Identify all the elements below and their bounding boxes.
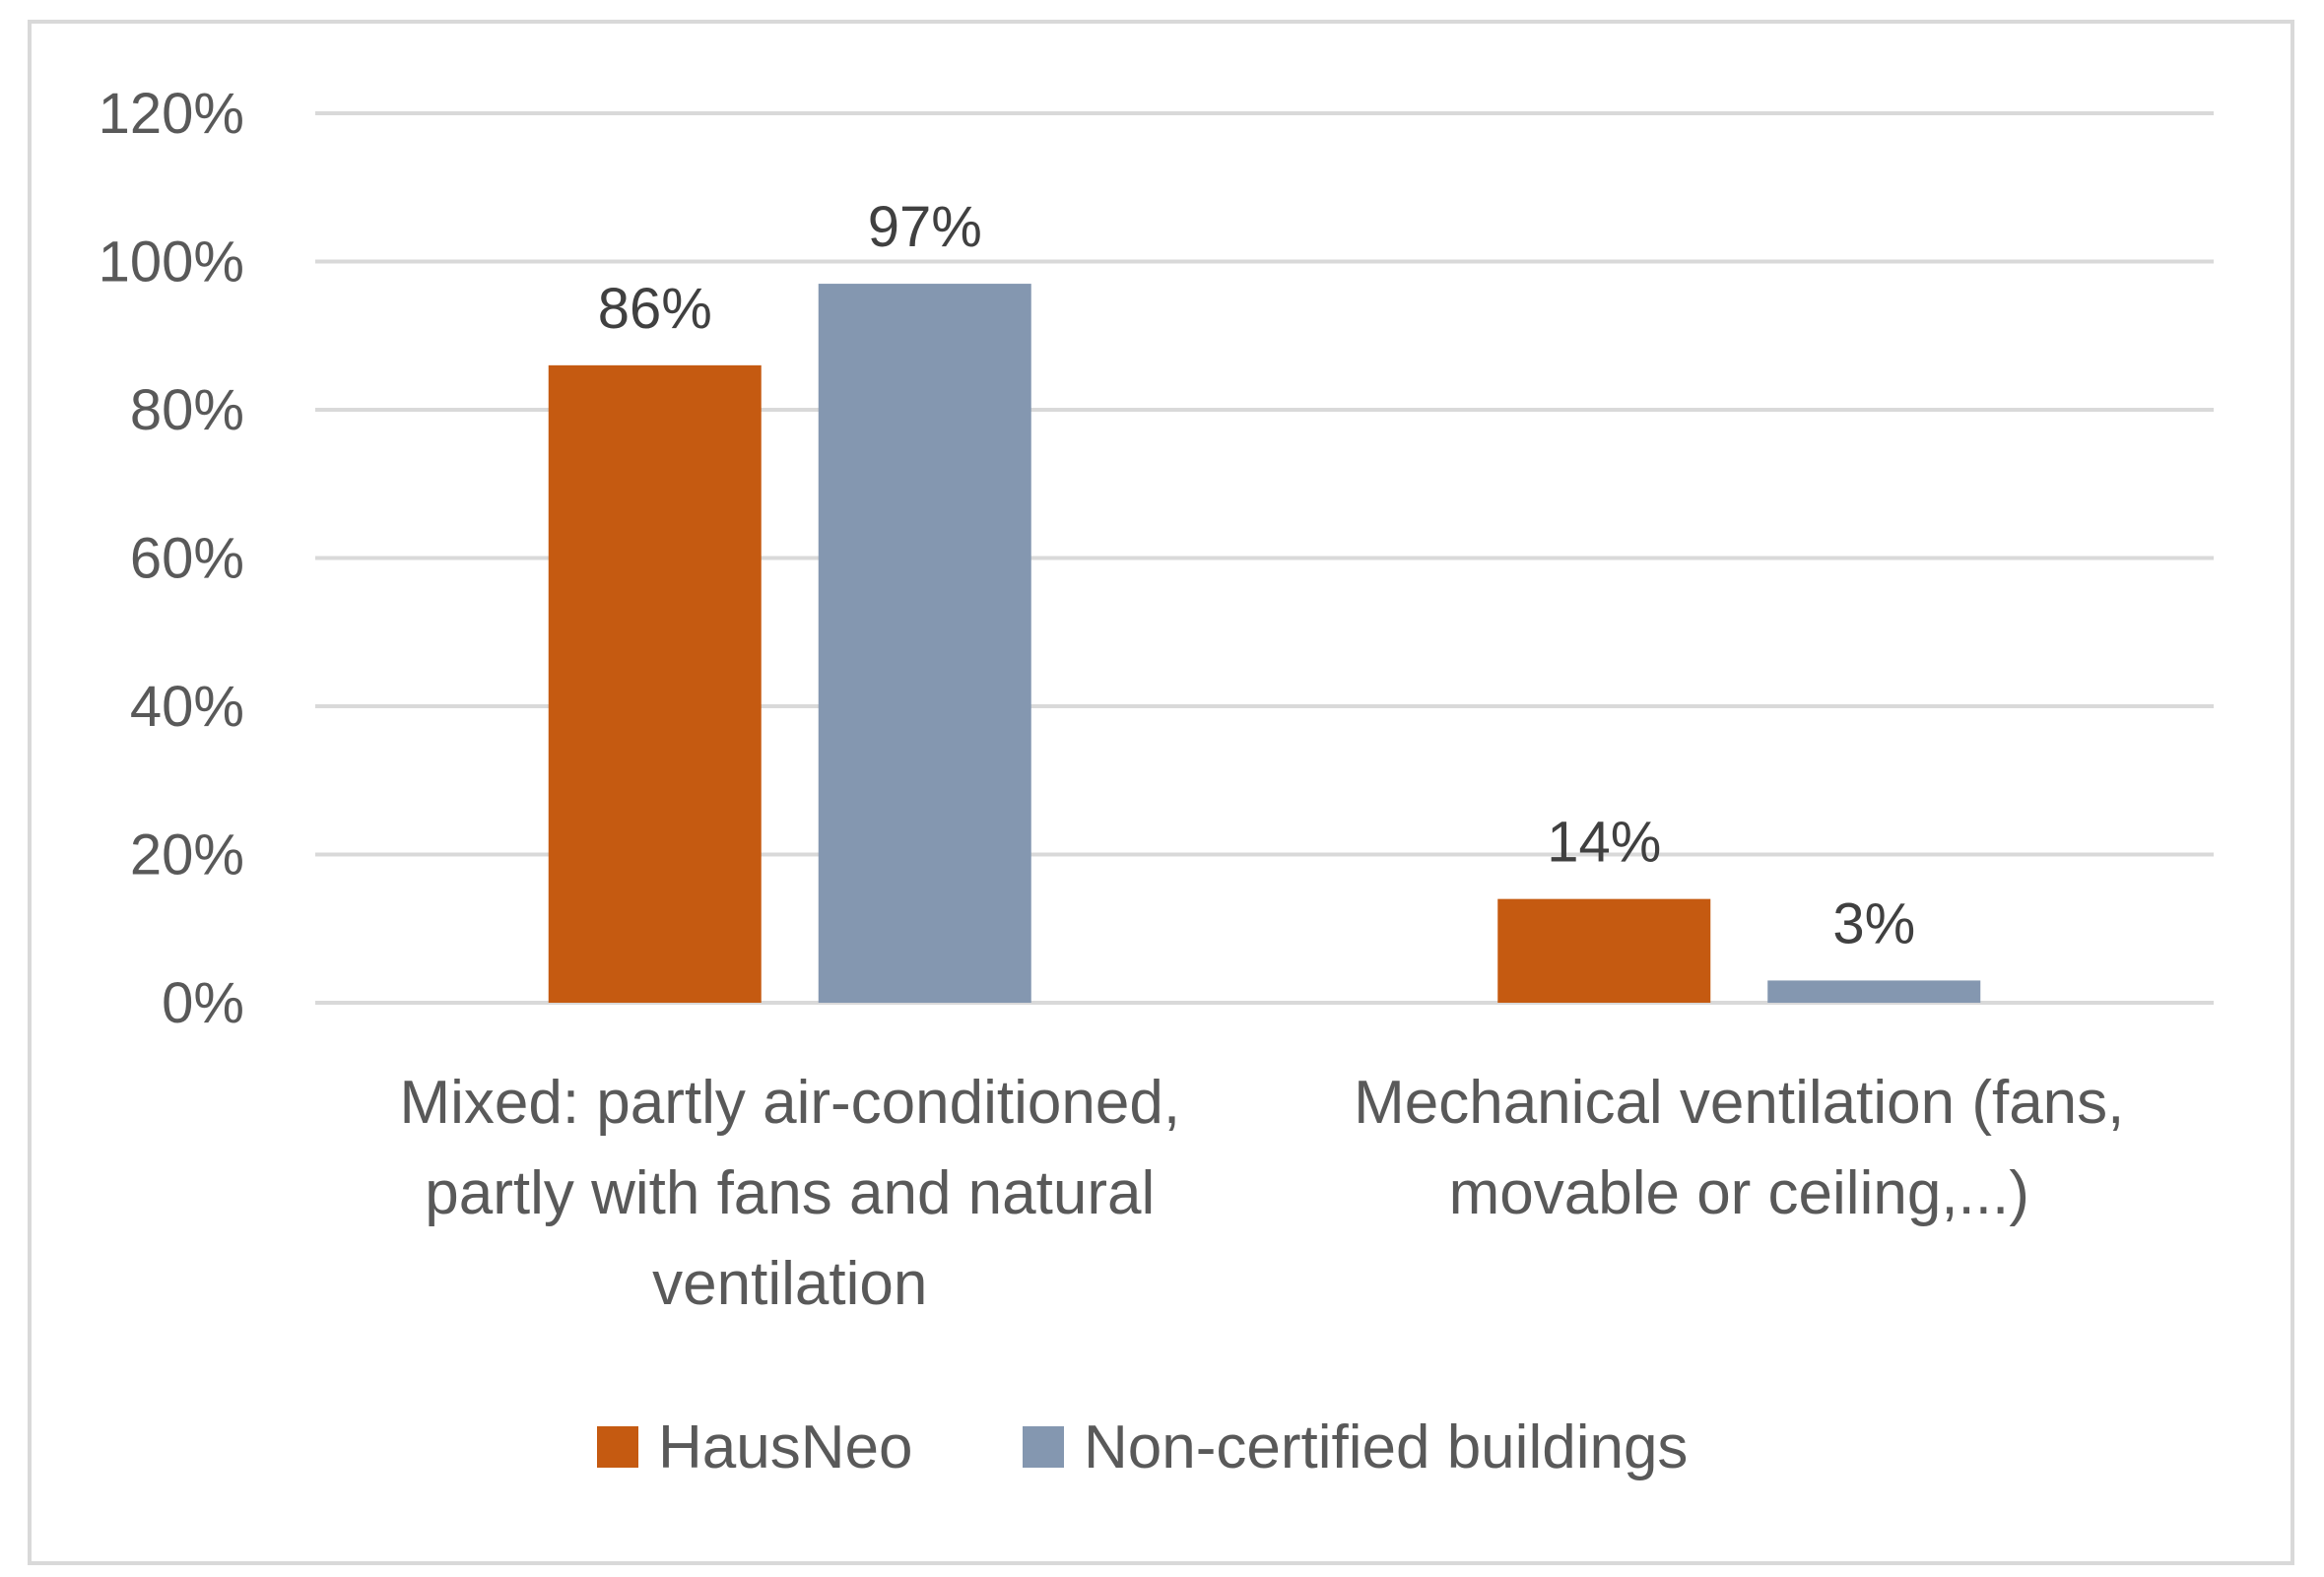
y-tick-label: 40% [130,675,244,739]
data-label: 97% [868,195,982,259]
legend-label: Non-certified buildings [1084,1413,1688,1481]
y-tick-label: 80% [130,378,244,442]
data-label: 3% [1832,891,1915,955]
y-tick-label: 20% [130,823,244,887]
category-label: Mixed: partly air-conditioned, [399,1069,1180,1137]
chart-border [28,20,2294,1565]
bars [548,284,1981,1004]
bar-non-certified-buildings-0 [818,284,1031,1003]
legend: HausNeo Non-certified buildings [597,1413,1688,1481]
y-axis-tick-labels: 0% 20% 40% 60% 80% 100% 120% [99,82,244,1035]
legend-swatch [597,1426,638,1468]
legend-swatch [1023,1426,1064,1468]
y-tick-label: 120% [99,82,244,146]
category-label: partly with fans and natural [425,1159,1155,1227]
y-tick-label: 100% [99,230,244,295]
category-label: ventilation [652,1250,927,1318]
category-labels: Mixed: partly air-conditioned, partly wit… [399,1069,2124,1318]
legend-label: HausNeo [658,1413,912,1481]
category-label: Mechanical ventilation (fans, [1354,1069,2124,1137]
data-labels: 86% 97% 14% 3% [598,195,1915,955]
category-label: movable or ceiling,...) [1449,1159,2029,1227]
y-tick-label: 60% [130,527,244,591]
data-label: 86% [598,277,712,341]
y-tick-label: 0% [162,971,244,1035]
bar-hausneo-0 [548,364,762,1004]
data-label: 14% [1547,811,1661,875]
bar-hausneo-1 [1497,898,1711,1003]
bar-non-certified-buildings-1 [1767,980,1981,1003]
